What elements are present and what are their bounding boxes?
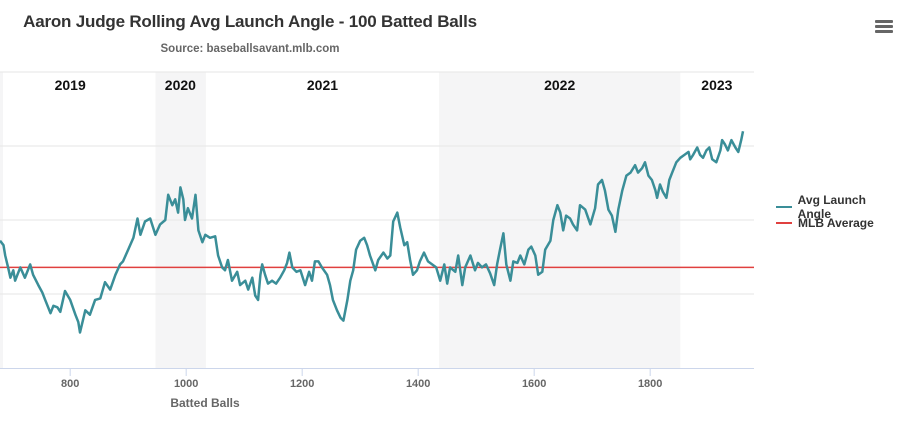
gridlines (0, 71, 754, 295)
x-tick-label: 1400 (406, 378, 430, 390)
season-label-2023: 2023 (701, 77, 732, 93)
season-labels: 2019 2020 2021 2022 2023 (55, 77, 733, 93)
menu-bar (875, 30, 893, 33)
legend-label: MLB Average (798, 216, 874, 230)
legend: Avg Launch Angle MLB Average (776, 193, 900, 231)
menu-bar (875, 20, 893, 23)
x-tick-label: 1000 (174, 378, 198, 390)
legend-label: Avg Launch Angle (797, 193, 866, 221)
series-avg-launch-angle (0, 130, 745, 334)
season-label-2019: 2019 (55, 77, 86, 93)
x-tick-label: 800 (61, 378, 79, 390)
series-group (0, 130, 754, 334)
x-tick-label: 1200 (290, 378, 314, 390)
season-label-2021: 2021 (307, 77, 338, 93)
legend-item-mlb-average[interactable]: MLB Average (776, 215, 900, 231)
x-tick-label: 1600 (522, 378, 546, 390)
menu-bar (875, 25, 893, 28)
legend-item-avg-launch-angle[interactable]: Avg Launch Angle (776, 193, 900, 221)
chart-title: Aaron Judge Rolling Avg Launch Angle - 1… (23, 12, 477, 31)
legend-swatch (776, 206, 792, 208)
x-axis: 800 1000 1200 1400 1600 1800 (0, 368, 754, 390)
season-label-2022: 2022 (544, 77, 575, 93)
x-tick-label: 1800 (638, 378, 662, 390)
chart-subtitle: Source: baseballsavant.mlb.com (160, 43, 340, 55)
season-label-2020: 2020 (165, 77, 196, 93)
legend-swatch (776, 222, 792, 224)
x-axis-title: Batted Balls (170, 396, 240, 410)
hamburger-menu-icon[interactable] (872, 20, 896, 42)
